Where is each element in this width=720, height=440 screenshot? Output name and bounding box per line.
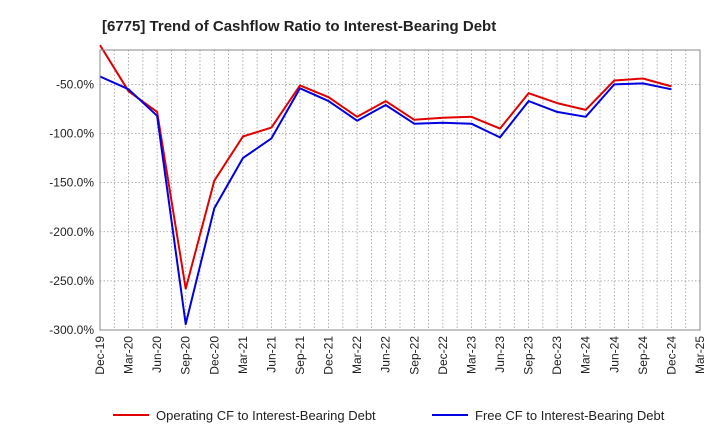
x-axis: Dec-19 Mar-20 Jun-20 Sep-20 Dec-20 Mar-21 Jun-… [93, 336, 707, 375]
y-tick-label: -150.0% [49, 176, 94, 190]
series-line-1 [99, 44, 672, 290]
chart-title: [6775] Trend of Cashflow Ratio to Intere… [102, 18, 496, 35]
x-tick-label: Sep-20 [179, 336, 193, 375]
x-tick-label: Jun-22 [379, 336, 393, 373]
legend-label-1: Operating CF to Interest-Bearing Debt [156, 408, 376, 423]
x-tick-label: Dec-24 [664, 336, 678, 375]
x-tick-label: Jun-21 [264, 336, 278, 373]
x-tick-label: Mar-24 [579, 336, 593, 374]
x-tick-label: Dec-19 [93, 336, 107, 375]
x-tick-label: Mar-20 [122, 336, 136, 374]
x-tick-label: Mar-23 [464, 336, 478, 374]
series-line-2 [99, 75, 672, 326]
y-tick-label: -50.0% [56, 77, 94, 91]
y-tick-label: -250.0% [49, 274, 94, 288]
x-tick-label: Mar-22 [350, 336, 364, 374]
y-axis: -50.0% -100.0% -150.0% -200.0% -250.0% -300.0… [49, 77, 94, 337]
x-tick-label: Sep-23 [522, 336, 536, 375]
x-tick-label: Mar-25 [693, 336, 707, 374]
x-tick-label: Sep-21 [293, 336, 307, 375]
y-tick-label: -300.0% [49, 323, 94, 337]
x-tick-label: Mar-21 [236, 336, 250, 374]
x-tick-label: Sep-22 [407, 336, 421, 375]
x-tick-label: Dec-21 [322, 336, 336, 375]
x-tick-label: Jun-23 [493, 336, 507, 373]
x-tick-label: Sep-24 [636, 336, 650, 375]
y-tick-label: -100.0% [49, 127, 94, 141]
plot-frame [99, 49, 701, 331]
series-layer [99, 44, 672, 326]
legend-label-2: Free CF to Interest-Bearing Debt [475, 408, 665, 423]
x-tick-label: Jun-20 [150, 336, 164, 373]
grid [99, 50, 701, 331]
y-tick-label: -200.0% [49, 225, 94, 239]
x-tick-label: Dec-22 [436, 336, 450, 375]
x-tick-label: Dec-23 [550, 336, 564, 375]
x-tick-label: Jun-24 [607, 336, 621, 373]
legend: Operating CF to Interest-Bearing Debt Fre… [113, 408, 665, 423]
x-tick-label: Dec-20 [207, 336, 221, 375]
